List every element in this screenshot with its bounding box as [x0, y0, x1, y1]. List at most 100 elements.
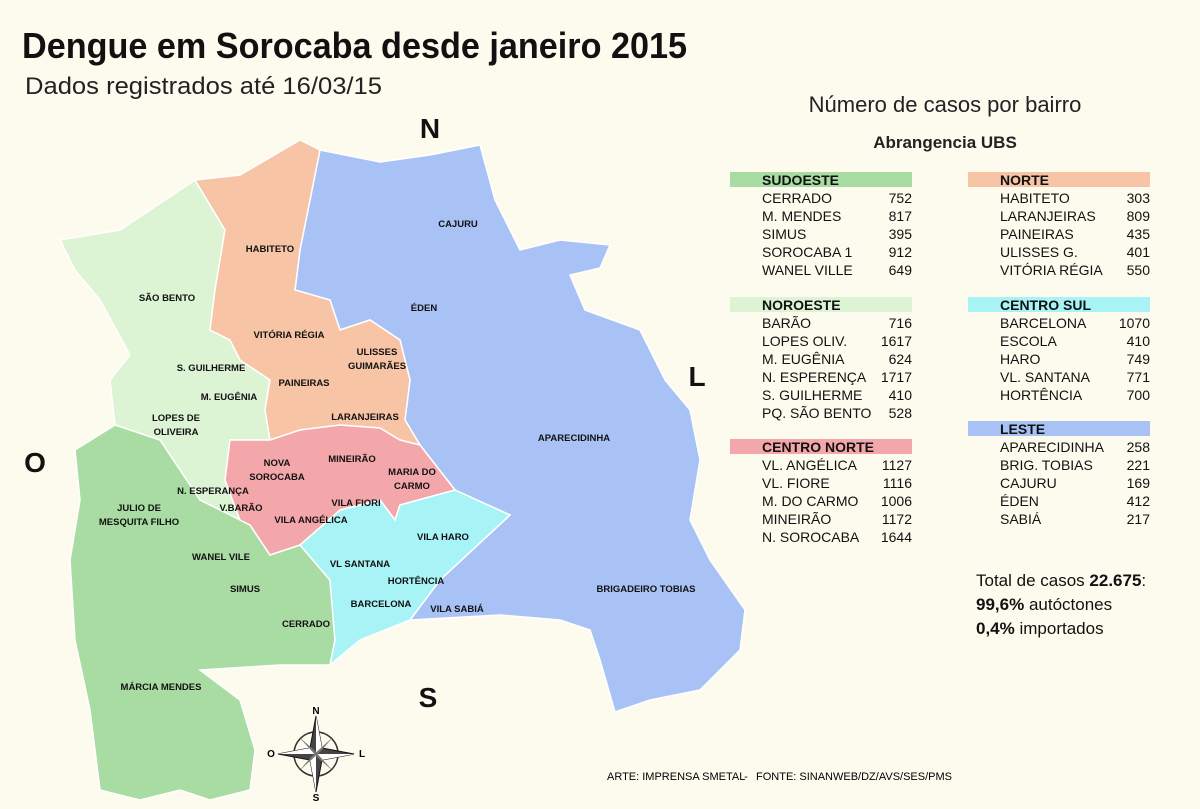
neighborhood-name: PQ. SÃO BENTO [762, 405, 872, 421]
neighborhood-name: BARÃO [762, 315, 811, 331]
case-count: 771 [1127, 369, 1151, 385]
neighborhood-name: S. GUILHERME [762, 387, 862, 403]
totals-value: 22.675 [1089, 571, 1141, 590]
neighborhood-name: APARECIDINHA [1000, 439, 1105, 455]
case-count: 528 [889, 405, 913, 421]
case-count: 716 [889, 315, 913, 331]
cardinal-letter: N [420, 113, 440, 144]
region-label: MESQUITA FILHO [99, 517, 179, 528]
case-count: 1617 [881, 333, 912, 349]
case-count: 401 [1127, 244, 1151, 260]
region-label: JULIO DE [117, 503, 161, 514]
case-count: 412 [1127, 493, 1151, 509]
footer-source: FONTE: SINANWEB/DZ/AVS/SES/PMS [756, 771, 952, 783]
neighborhood-name: LOPES OLIV. [762, 333, 847, 349]
subtitle: Dados registrados até 16/03/15 [25, 73, 382, 100]
case-count: 817 [889, 208, 913, 224]
group-header: LESTE [1000, 421, 1045, 437]
neighborhood-name: N. SOROCABA [762, 529, 860, 545]
title: Dengue em Sorocaba desde janeiro 2015 [22, 25, 687, 66]
region-label: VILA ANGÉLICA [274, 515, 347, 526]
region-label: SIMUS [230, 584, 260, 595]
neighborhood-name: CAJURU [1000, 475, 1057, 491]
region-label: BRIGADEIRO TOBIAS [596, 584, 695, 595]
region-label: SÃO BENTO [139, 293, 195, 304]
region-label: NOVA [264, 458, 291, 469]
neighborhood-name: BARCELONA [1000, 315, 1087, 331]
autochthonous-label: autóctones [1029, 595, 1112, 614]
case-count: 752 [889, 190, 913, 206]
region-label: ULISSES [357, 347, 398, 358]
neighborhood-name: VITÓRIA RÉGIA [1000, 262, 1103, 278]
region-label: V.BARÃO [220, 503, 263, 514]
neighborhood-name: WANEL VILLE [762, 262, 853, 278]
group-header-bar [968, 172, 1150, 187]
region-label: M. EUGÊNIA [201, 391, 258, 403]
neighborhood-name: HORTÊNCIA [1000, 387, 1083, 403]
rose-letter: O [267, 749, 275, 760]
region-label: MINEIRÃO [328, 454, 376, 465]
region-label: VILA FIORI [331, 498, 380, 509]
region-label: GUIMARÃES [348, 361, 406, 372]
group-header-bar [968, 297, 1150, 312]
case-count: 221 [1127, 457, 1151, 473]
region-label: PAINEIRAS [278, 378, 329, 389]
case-count: 550 [1127, 262, 1151, 278]
neighborhood-name: SOROCABA 1 [762, 244, 852, 260]
region-label: MÁRCIA MENDES [121, 682, 202, 693]
region-label: WANEL VILE [192, 552, 250, 563]
case-count: 1070 [1119, 315, 1150, 331]
neighborhood-name: PAINEIRAS [1000, 226, 1074, 242]
neighborhood-name: SABIÁ [1000, 511, 1042, 527]
compass-rose [277, 715, 355, 793]
neighborhood-name: ULISSES G. [1000, 244, 1078, 260]
case-count: 169 [1127, 475, 1151, 491]
rose-letter: S [313, 793, 320, 804]
case-count: 217 [1127, 511, 1151, 527]
group-header: CENTRO SUL [1000, 297, 1091, 313]
case-count: 1116 [883, 475, 912, 491]
case-count: 303 [1127, 190, 1151, 206]
group-header-bar [730, 297, 912, 312]
group-header: CENTRO NORTE [762, 439, 874, 455]
region-label: CARMO [394, 481, 430, 492]
case-count: 395 [889, 226, 913, 242]
region-label: BARCELONA [351, 599, 412, 610]
cardinal-letter: L [688, 361, 705, 392]
group-header-bar [730, 172, 912, 187]
region-centro-sul [298, 489, 512, 667]
region-label: APARECIDINHA [538, 433, 610, 444]
totals-label: Total de casos [976, 571, 1085, 590]
neighborhood-name: VL. SANTANA [1000, 369, 1091, 385]
neighborhood-name: N. ESPERENÇA [762, 369, 867, 385]
region-label: CERRADO [282, 619, 330, 630]
group-header: NORTE [1000, 172, 1049, 188]
cardinal-letter: S [419, 682, 438, 713]
case-count: 410 [889, 387, 913, 403]
case-count: 624 [889, 351, 913, 367]
neighborhood-name: CERRADO [762, 190, 832, 206]
neighborhood-name: M. DO CARMO [762, 493, 859, 509]
region-label: ÉDEN [411, 303, 438, 314]
rose-letter: N [312, 706, 319, 717]
table-title: Número de casos por bairro [809, 92, 1082, 117]
totals-colon: : [1141, 571, 1146, 590]
case-count: 809 [1127, 208, 1151, 224]
neighborhood-name: M. MENDES [762, 208, 841, 224]
case-count: 649 [889, 262, 913, 278]
cardinal-letter: O [24, 447, 46, 478]
case-count: 1006 [881, 493, 912, 509]
neighborhood-name: ÉDEN [1000, 493, 1039, 509]
neighborhood-name: BRIG. TOBIAS [1000, 457, 1093, 473]
region-label: LARANJEIRAS [331, 412, 399, 423]
rose-letter: L [359, 749, 365, 760]
case-count: 749 [1127, 351, 1151, 367]
region-label: S. GUILHERME [177, 363, 246, 374]
case-count: 1127 [882, 457, 912, 473]
neighborhood-name: HABITETO [1000, 190, 1070, 206]
neighborhood-name: HARO [1000, 351, 1041, 367]
neighborhood-name: ESCOLA [1000, 333, 1057, 349]
case-count: 435 [1127, 226, 1151, 242]
region-label: VL SANTANA [330, 559, 390, 570]
region-label: N. ESPERANÇA [177, 486, 249, 497]
